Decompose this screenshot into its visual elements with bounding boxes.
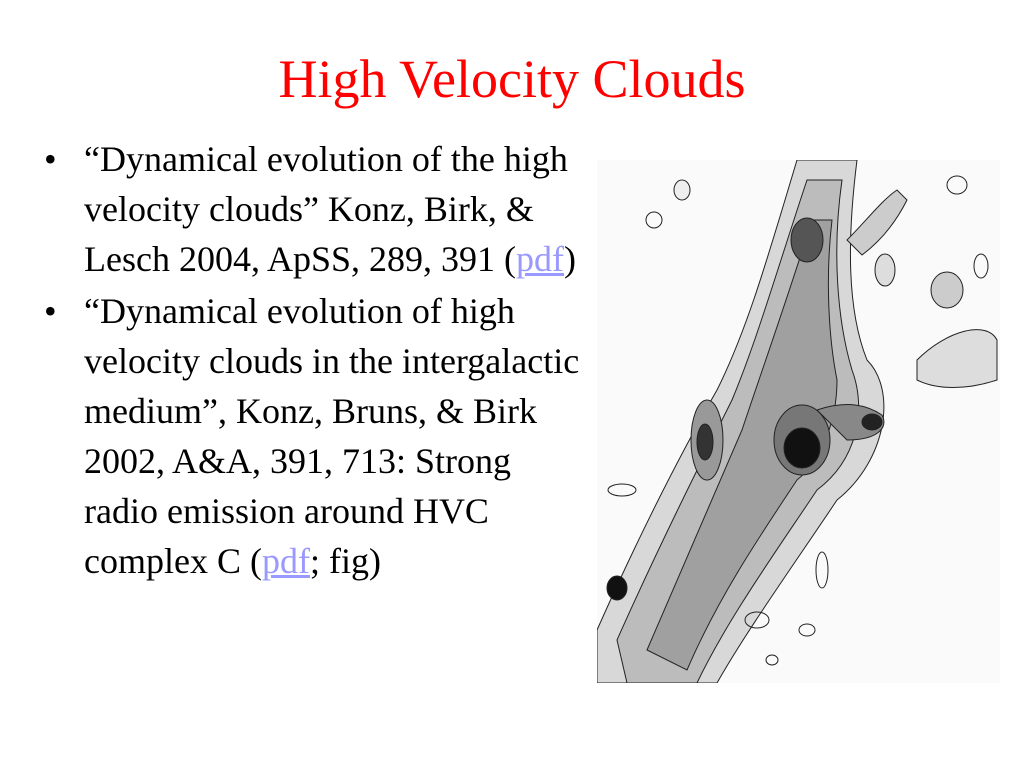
- bullet-text: ): [564, 239, 576, 279]
- bullet-text: “Dynamical evolution of high velocity cl…: [84, 291, 580, 581]
- bullet-list: “Dynamical evolution of the high velocit…: [44, 134, 592, 588]
- bullet-text: “Dynamical evolution of the high velocit…: [84, 139, 568, 279]
- contours: [597, 160, 998, 683]
- bullet: “Dynamical evolution of the high velocit…: [44, 134, 592, 284]
- slide-title: High Velocity Clouds: [278, 49, 746, 109]
- contour-map: [597, 160, 1000, 683]
- bullet: “Dynamical evolution of high velocity cl…: [44, 286, 592, 586]
- pdf-link[interactable]: pdf: [261, 541, 310, 581]
- pdf-link[interactable]: pdf: [516, 239, 564, 279]
- bullet-text: ; fig): [309, 541, 381, 581]
